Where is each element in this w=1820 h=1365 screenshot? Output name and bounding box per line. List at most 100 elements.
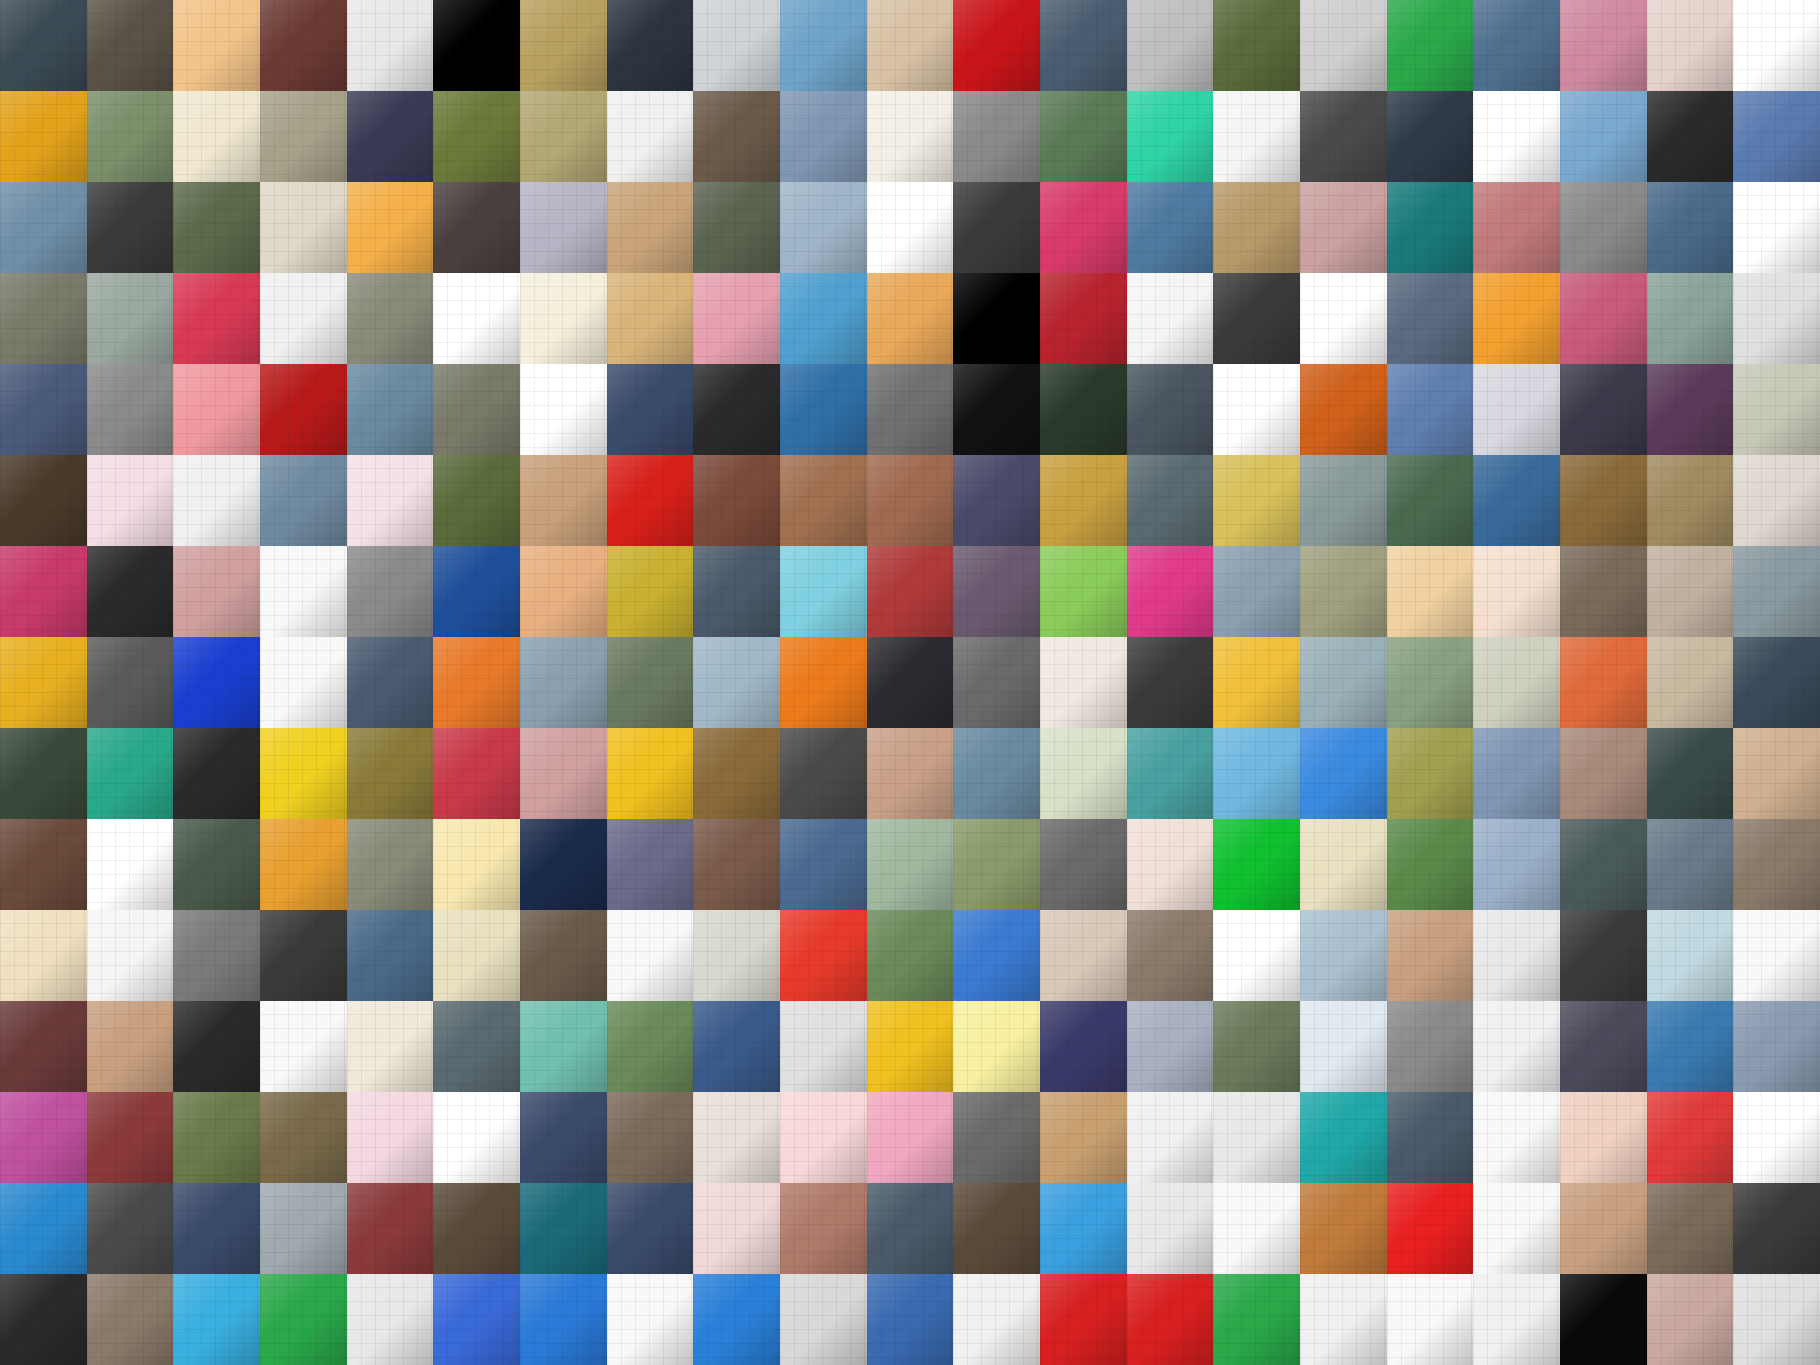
avatar-tile <box>173 1001 260 1092</box>
avatar-tile <box>779 1001 867 1092</box>
avatar-tile <box>1126 364 1214 455</box>
avatar-tile <box>693 910 780 1001</box>
avatar-tile <box>1299 364 1387 455</box>
avatar-tile <box>519 91 607 182</box>
avatar-tile <box>519 1001 607 1092</box>
avatar-tile <box>1213 1001 1300 1092</box>
avatar-tile <box>0 728 87 819</box>
avatar-tile <box>1299 1001 1387 1092</box>
avatar-tile <box>433 1274 520 1365</box>
avatar-tile <box>1386 1274 1474 1365</box>
avatar-tile <box>1473 819 1560 910</box>
avatar-tile <box>606 1274 694 1365</box>
avatar-tile <box>1126 1183 1214 1274</box>
avatar-tile <box>1039 546 1127 637</box>
avatar-tile <box>953 1183 1040 1274</box>
avatar-tile <box>346 1001 434 1092</box>
avatar-tile <box>1473 1274 1560 1365</box>
avatar-tile <box>1126 273 1214 364</box>
avatar-tile <box>1386 182 1474 273</box>
avatar-tile <box>0 1001 87 1092</box>
avatar-tile <box>259 1274 347 1365</box>
avatar-tile <box>1733 0 1820 91</box>
avatar-tile <box>693 728 780 819</box>
avatar-tile <box>779 273 867 364</box>
avatar-tile <box>0 910 87 1001</box>
avatar-tile <box>866 728 954 819</box>
avatar-tile <box>953 1274 1040 1365</box>
avatar-tile <box>1126 637 1214 728</box>
avatar-tile <box>519 637 607 728</box>
avatar-tile <box>1559 0 1647 91</box>
avatar-tile <box>953 728 1040 819</box>
avatar-tile <box>433 728 520 819</box>
avatar-tile <box>259 1001 347 1092</box>
avatar-tile <box>173 637 260 728</box>
avatar-tile <box>0 182 87 273</box>
avatar-tile <box>433 546 520 637</box>
avatar-tile <box>519 910 607 1001</box>
avatar-tile <box>1733 637 1820 728</box>
avatar-tile <box>1039 637 1127 728</box>
avatar-tile <box>1299 91 1387 182</box>
avatar-tile <box>866 1001 954 1092</box>
avatar-tile <box>1126 728 1214 819</box>
avatar-tile <box>1386 364 1474 455</box>
avatar-tile <box>173 91 260 182</box>
avatar-tile <box>779 455 867 546</box>
avatar-tile <box>1213 637 1300 728</box>
avatar-tile <box>519 0 607 91</box>
avatar-tile <box>1039 910 1127 1001</box>
avatar-tile <box>1559 182 1647 273</box>
avatar-tile <box>1733 819 1820 910</box>
avatar-tile <box>866 1183 954 1274</box>
avatar-tile <box>173 1183 260 1274</box>
avatar-tile <box>1039 0 1127 91</box>
avatar-tile <box>866 910 954 1001</box>
avatar-tile <box>1126 455 1214 546</box>
avatar-tile <box>433 1092 520 1183</box>
avatar-tile <box>433 91 520 182</box>
avatar-tile <box>1386 91 1474 182</box>
avatar-tile <box>1386 910 1474 1001</box>
avatar-tile <box>1299 1183 1387 1274</box>
avatar-tile <box>86 1092 174 1183</box>
avatar-tile <box>866 1092 954 1183</box>
avatar-tile <box>606 1183 694 1274</box>
avatar-tile <box>1126 91 1214 182</box>
avatar-tile <box>1733 364 1820 455</box>
avatar-tile <box>1126 0 1214 91</box>
avatar-tile <box>779 1092 867 1183</box>
avatar-tile <box>1213 728 1300 819</box>
avatar-tile <box>1299 1274 1387 1365</box>
avatar-tile <box>0 273 87 364</box>
avatar-tile <box>1646 364 1734 455</box>
avatar-tile <box>1039 182 1127 273</box>
avatar-tile <box>606 273 694 364</box>
avatar-tile <box>779 1183 867 1274</box>
avatar-tile <box>953 273 1040 364</box>
avatar-tile <box>953 546 1040 637</box>
avatar-tile <box>519 728 607 819</box>
avatar-tile <box>86 637 174 728</box>
avatar-tile <box>1646 1092 1734 1183</box>
avatar-tile <box>606 455 694 546</box>
avatar-tile <box>953 1092 1040 1183</box>
avatar-tile <box>1733 910 1820 1001</box>
avatar-tile <box>259 728 347 819</box>
avatar-tile <box>1559 91 1647 182</box>
avatar-tile <box>779 91 867 182</box>
avatar-tile <box>1299 637 1387 728</box>
avatar-tile <box>346 91 434 182</box>
avatar-tile <box>606 819 694 910</box>
avatar-tile <box>259 1183 347 1274</box>
avatar-tile <box>1473 910 1560 1001</box>
avatar-tile <box>1733 1092 1820 1183</box>
avatar-tile <box>779 364 867 455</box>
avatar-tile <box>1386 819 1474 910</box>
avatar-tile <box>866 273 954 364</box>
avatar-tile <box>1733 182 1820 273</box>
avatar-tile <box>1126 819 1214 910</box>
avatar-tile <box>346 728 434 819</box>
avatar-tile <box>1039 273 1127 364</box>
